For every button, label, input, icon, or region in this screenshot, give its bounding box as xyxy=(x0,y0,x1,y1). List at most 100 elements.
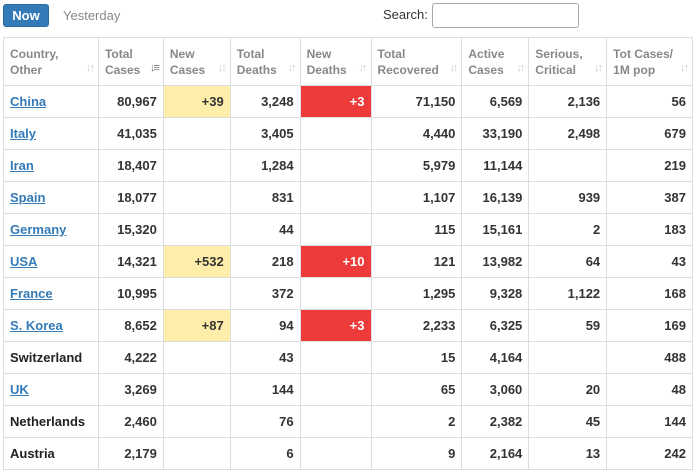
country-cell: Spain xyxy=(3,181,99,214)
country-link[interactable]: Germany xyxy=(10,222,67,237)
country-name: Netherlands xyxy=(10,414,86,429)
new-cases-cell xyxy=(162,181,231,214)
header-new-cases[interactable]: New Cases ↓↑ xyxy=(162,37,231,86)
country-link[interactable]: Iran xyxy=(10,158,34,173)
total-cases-cell: 4,222 xyxy=(97,341,164,374)
header-total-cases[interactable]: Total Cases ↓≡ xyxy=(97,37,164,86)
total-deaths-cell: 831 xyxy=(229,181,301,214)
total-recovered-cell: 2,233 xyxy=(370,309,463,342)
sort-icon[interactable]: ↓↑ xyxy=(516,62,525,74)
table-row: Austria 2,179 6 9 2,164 13 242 xyxy=(3,437,693,470)
total-cases-cell: 80,967 xyxy=(97,85,164,118)
serious-critical-cell: 939 xyxy=(528,181,608,214)
header-serious-critical[interactable]: Serious, Critical ↓↑ xyxy=(528,37,608,86)
total-recovered-cell: 15 xyxy=(370,341,463,374)
new-cases-cell xyxy=(162,405,231,438)
active-cases-cell: 2,382 xyxy=(461,405,530,438)
new-deaths-cell xyxy=(299,277,372,310)
total-deaths-cell: 3,248 xyxy=(229,85,301,118)
header-per-million[interactable]: Tot Cases/1M pop ↓↑ xyxy=(606,37,693,86)
active-cases-cell: 33,190 xyxy=(461,117,530,150)
country-cell: UK xyxy=(3,373,99,406)
per-million-cell: 169 xyxy=(606,309,693,342)
table-row: USA 14,321 +532 218 +10 121 13,982 64 43 xyxy=(3,245,693,278)
per-million-cell: 56 xyxy=(606,85,693,118)
search-input[interactable] xyxy=(432,3,579,28)
country-link[interactable]: USA xyxy=(10,254,38,269)
new-cases-cell xyxy=(162,277,231,310)
country-cell: S. Korea xyxy=(3,309,99,342)
total-cases-cell: 18,077 xyxy=(97,181,164,214)
country-cell: Italy xyxy=(3,117,99,150)
total-deaths-cell: 372 xyxy=(229,277,301,310)
serious-critical-cell: 64 xyxy=(528,245,608,278)
header-country[interactable]: Country, Other ↓↑ xyxy=(3,37,99,86)
country-link[interactable]: Spain xyxy=(10,190,46,205)
sort-icon[interactable]: ↓↑ xyxy=(358,62,368,74)
country-name: Austria xyxy=(10,446,55,461)
per-million-cell: 242 xyxy=(606,437,693,470)
total-deaths-cell: 1,284 xyxy=(229,149,301,182)
country-link[interactable]: China xyxy=(10,94,47,109)
country-cell: Iran xyxy=(3,149,99,182)
total-recovered-cell: 1,295 xyxy=(370,277,463,310)
country-link[interactable]: France xyxy=(10,286,53,301)
serious-critical-cell: 2 xyxy=(528,213,608,246)
serious-critical-cell: 2,136 xyxy=(528,85,608,118)
total-deaths-cell: 94 xyxy=(229,309,301,342)
search-label: Search: xyxy=(383,7,428,22)
active-cases-cell: 6,569 xyxy=(461,85,530,118)
total-recovered-cell: 115 xyxy=(370,213,463,246)
active-cases-cell: 6,325 xyxy=(461,309,530,342)
country-cell: China xyxy=(3,85,99,118)
yesterday-button[interactable]: Yesterday xyxy=(63,8,121,23)
header-active-cases[interactable]: Active Cases ↓↑ xyxy=(461,37,530,86)
sort-icon[interactable]: ↓↑ xyxy=(287,62,297,74)
header-new-deaths[interactable]: New Deaths ↓↑ xyxy=(299,37,372,86)
sort-icon[interactable]: ↓↑ xyxy=(680,62,689,74)
sort-desc-icon[interactable]: ↓≡ xyxy=(149,62,160,74)
now-button[interactable]: Now xyxy=(3,4,49,27)
serious-critical-cell: 2,498 xyxy=(528,117,608,150)
total-recovered-cell: 121 xyxy=(370,245,463,278)
new-deaths-cell xyxy=(299,373,372,406)
sort-icon[interactable]: ↓↑ xyxy=(85,62,95,74)
country-name: Switzerland xyxy=(10,350,83,365)
per-million-cell: 168 xyxy=(606,277,693,310)
total-cases-cell: 3,269 xyxy=(97,373,164,406)
cases-table: Country, Other ↓↑ Total Cases ↓≡ New Cases ↓↑ … xyxy=(3,37,693,470)
sort-icon[interactable]: ↓↑ xyxy=(449,62,458,74)
country-link[interactable]: Italy xyxy=(10,126,37,141)
per-million-cell: 387 xyxy=(606,181,693,214)
per-million-cell: 679 xyxy=(606,117,693,150)
new-deaths-cell xyxy=(299,405,372,438)
country-cell: Netherlands xyxy=(3,405,99,438)
serious-critical-cell: 1,122 xyxy=(528,277,608,310)
table-row: Spain 18,077 831 1,107 16,139 939 387 xyxy=(3,181,693,214)
serious-critical-cell xyxy=(528,341,608,374)
per-million-cell: 219 xyxy=(606,149,693,182)
total-cases-cell: 10,995 xyxy=(97,277,164,310)
per-million-cell: 488 xyxy=(606,341,693,374)
country-cell: Switzerland xyxy=(3,341,99,374)
new-cases-cell xyxy=(162,437,231,470)
country-cell: USA xyxy=(3,245,99,278)
total-deaths-cell: 3,405 xyxy=(229,117,301,150)
country-link[interactable]: UK xyxy=(10,382,29,397)
serious-critical-cell xyxy=(528,149,608,182)
header-total-deaths[interactable]: Total Deaths ↓↑ xyxy=(229,37,301,86)
total-recovered-cell: 71,150 xyxy=(370,85,463,118)
per-million-cell: 144 xyxy=(606,405,693,438)
header-total-recovered[interactable]: Total Recovered ↓↑ xyxy=(370,37,463,86)
country-link[interactable]: S. Korea xyxy=(10,318,63,333)
new-cases-cell xyxy=(162,117,231,150)
sort-icon[interactable]: ↓↑ xyxy=(594,62,603,74)
toolbar: Now Yesterday Search: xyxy=(0,0,700,37)
active-cases-cell: 4,164 xyxy=(461,341,530,374)
table-row: Italy 41,035 3,405 4,440 33,190 2,498 679 xyxy=(3,117,693,150)
active-cases-cell: 3,060 xyxy=(461,373,530,406)
sort-icon[interactable]: ↓↑ xyxy=(217,62,227,74)
country-cell: France xyxy=(3,277,99,310)
serious-critical-cell: 59 xyxy=(528,309,608,342)
total-cases-cell: 2,179 xyxy=(97,437,164,470)
